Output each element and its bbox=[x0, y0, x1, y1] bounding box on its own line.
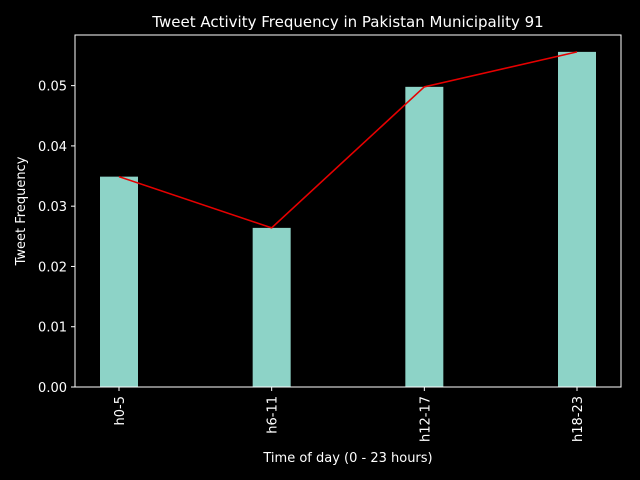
trend-line-group bbox=[118, 51, 578, 229]
y-axis-label: Tweet Frequency bbox=[14, 156, 29, 266]
y-tick-label-0.03: 0.03 bbox=[38, 200, 67, 215]
y-tick-label-0.02: 0.02 bbox=[38, 260, 67, 275]
y-tick-label-0.05: 0.05 bbox=[38, 80, 67, 95]
x-tick-label-h6-11: h6-11 bbox=[266, 396, 281, 434]
bar-h18-23 bbox=[558, 51, 596, 388]
y-tick-label-0.01: 0.01 bbox=[38, 321, 67, 336]
chart-title: Tweet Activity Frequency in Pakistan Mun… bbox=[151, 13, 543, 31]
x-tick-label-h0-5: h0-5 bbox=[113, 396, 128, 425]
y-tick-label-0.00: 0.00 bbox=[38, 381, 67, 396]
bar-h12-17 bbox=[405, 86, 444, 387]
bar-h0-5 bbox=[100, 176, 138, 387]
plot-frame bbox=[74, 34, 622, 388]
x-axis-label: Time of day (0 - 23 hours) bbox=[262, 451, 432, 466]
bar-h6-11 bbox=[252, 227, 291, 387]
bar-group bbox=[100, 51, 596, 388]
y-tick-label-0.04: 0.04 bbox=[38, 140, 67, 155]
tick-group: h0-5 h6-11 h12-17 h18-23 0.00 0.01 0.02 0.03 0.0… bbox=[38, 80, 586, 442]
trend-line bbox=[118, 51, 578, 229]
x-tick-label-h18-23: h18-23 bbox=[571, 396, 586, 442]
x-tick-label-h12-17: h12-17 bbox=[418, 396, 433, 442]
